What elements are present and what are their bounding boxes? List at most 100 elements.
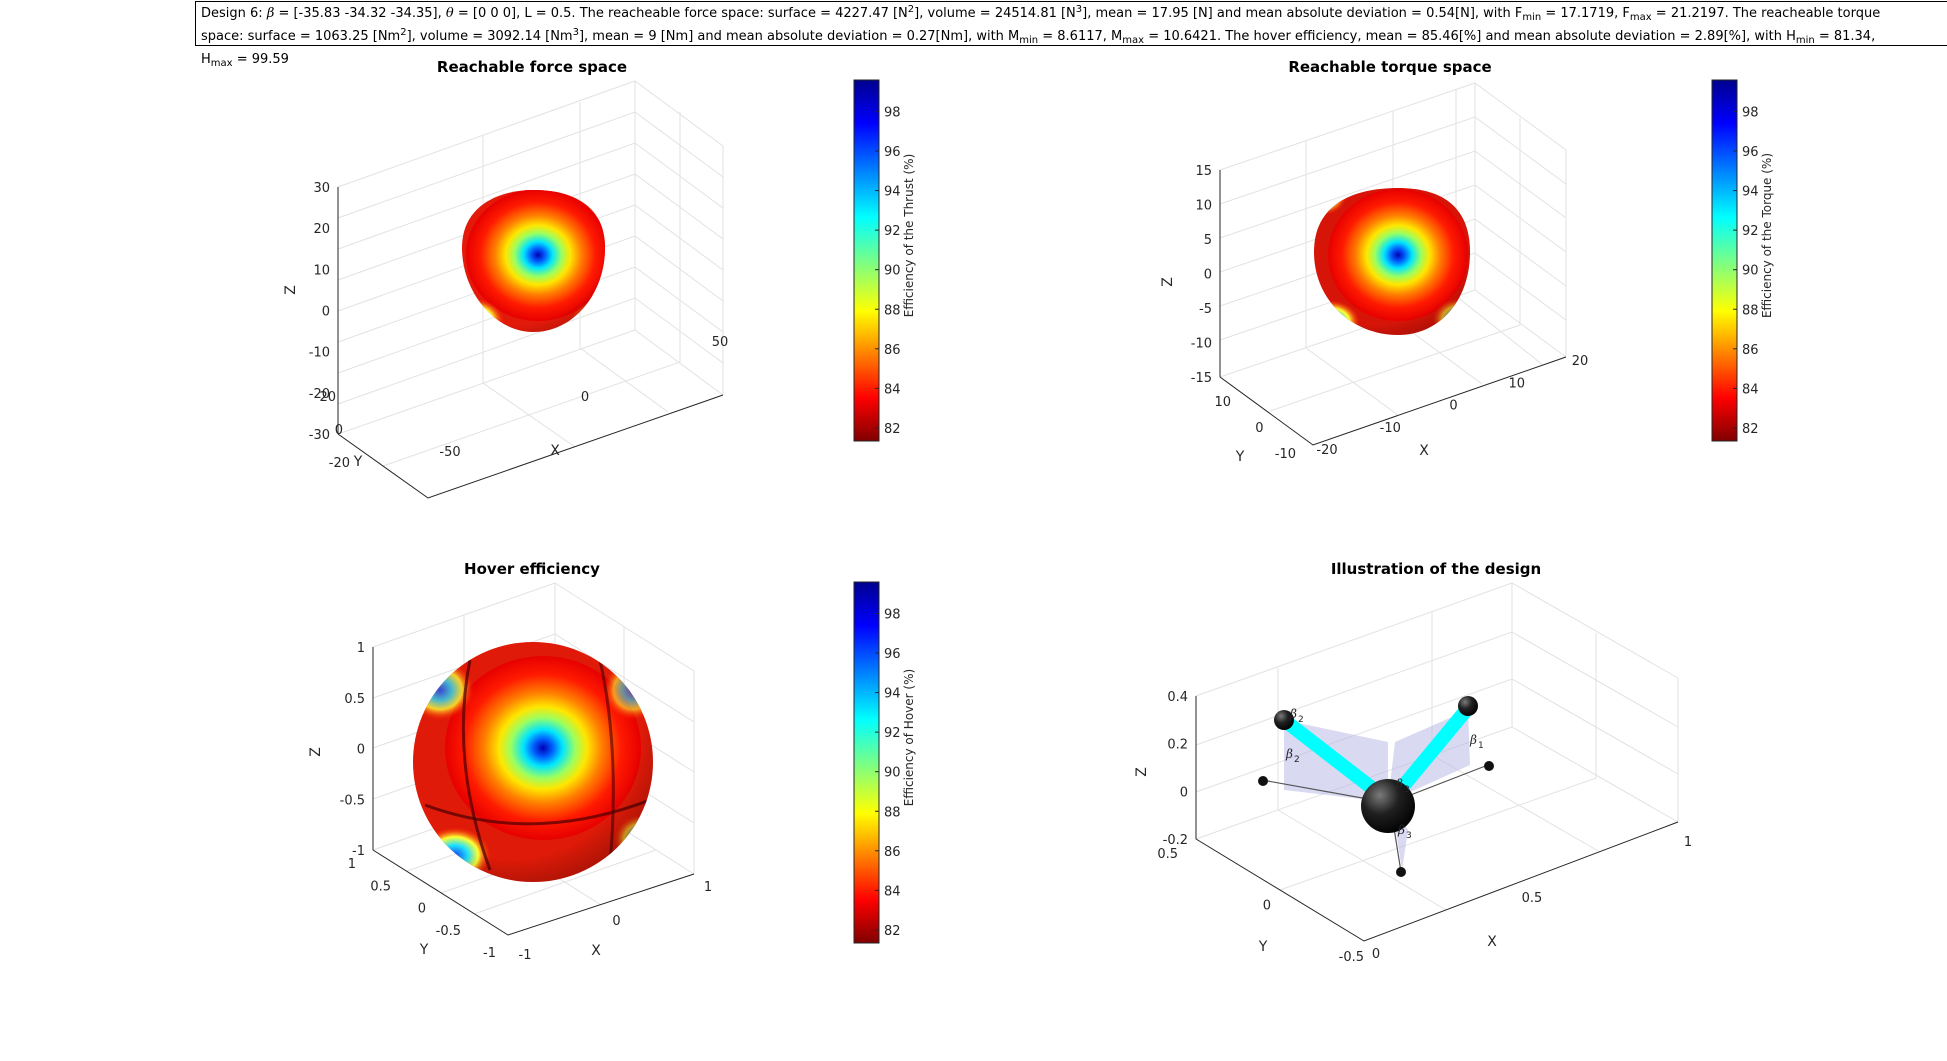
colorbar-tick-label: 86 — [884, 343, 901, 358]
z-tick-label: 0 — [1180, 785, 1188, 800]
hover-sphere — [413, 642, 653, 882]
theta-symbol: θ — [445, 6, 454, 21]
colorbar-tick-label: 98 — [884, 105, 901, 120]
force-surface — [462, 190, 605, 332]
fmax-value: = 21.2197. The reacheable torque — [1651, 6, 1881, 21]
y-tick-label: 0.5 — [370, 879, 391, 894]
torque-axis-lines — [1219, 170, 1567, 446]
colorbar-tick-label: 90 — [1742, 264, 1759, 279]
z-tick-label: -20 — [309, 387, 330, 402]
z-axis-label: Z — [1134, 767, 1150, 777]
frame-end-3 — [1396, 867, 1406, 877]
y-tick-label: 0 — [1263, 899, 1271, 914]
design-axis-lines — [1195, 696, 1679, 942]
x-tick-label: 1 — [1684, 835, 1692, 850]
z-tick-label: 0.5 — [344, 692, 365, 707]
x-tick-label: 50 — [712, 335, 729, 350]
superscript: 2 — [907, 4, 915, 15]
y-axis-label: Y — [419, 942, 429, 958]
colorbar-tick-label: 92 — [1742, 224, 1759, 239]
rotor-ball-1 — [1458, 696, 1478, 716]
x-tick-label: -1 — [519, 948, 532, 963]
y-tick-label: 20 — [319, 390, 336, 405]
beta1-label: β — [1469, 733, 1477, 747]
x-axis-label: X — [1419, 443, 1429, 459]
subscript: max — [210, 58, 233, 69]
frame-end-2 — [1258, 776, 1268, 786]
hover-axis-lines — [372, 647, 695, 936]
subscript: min — [1019, 35, 1039, 46]
colorbars: 82 84 86 88 90 92 94 96 98 Efficiency of the Thru… — [853, 79, 1774, 944]
colorbar-tick-label: 86 — [1742, 343, 1759, 358]
colorbar — [853, 581, 880, 944]
z-axis-label: Z — [1160, 277, 1176, 287]
colorbar-tick-label: 94 — [884, 687, 901, 702]
y-tick-label: 0 — [335, 423, 343, 438]
y-axis-label: Y — [1235, 449, 1245, 465]
z-tick-label: -5 — [1199, 302, 1212, 317]
z-tick-label: -15 — [1191, 371, 1212, 386]
beta3-top-label-sub: 3 — [1404, 785, 1410, 795]
colorbar-tick-label: 92 — [884, 224, 901, 239]
y-tick-label: -0.5 — [436, 924, 461, 939]
beta-value: = [-35.83 -34.32 -34.35], — [274, 6, 442, 21]
mmin-value: = 8.6117, M — [1038, 29, 1123, 44]
beta2-label-sub: 2 — [1294, 755, 1300, 765]
force-axis-lines — [337, 187, 724, 499]
design-label: Design 6: — [201, 6, 263, 21]
z-tick-label: 0.2 — [1167, 738, 1188, 753]
colorbar-tick-label: 94 — [1742, 185, 1759, 200]
colorbar-tick-label: 84 — [884, 884, 901, 899]
y-tick-label: 1 — [348, 857, 356, 872]
z-axis-label: Z — [308, 747, 324, 757]
colorbar-label: Efficiency of the Torque (%) — [1760, 153, 1774, 318]
y-tick-label: -10 — [1275, 447, 1296, 462]
torque-surface — [1314, 188, 1470, 335]
x-tick-label: 10 — [1508, 376, 1525, 391]
z-tick-label: 0 — [322, 305, 330, 320]
beta3-label: β — [1397, 823, 1405, 837]
torque-mean-text: ], mean = 9 [Nm] and mean absolute devia… — [578, 29, 1020, 44]
z-tick-label: 10 — [313, 263, 330, 278]
z-tick-label: 15 — [1195, 164, 1212, 179]
colorbar-label: Efficiency of the Thrust (%) — [902, 154, 916, 318]
subscript: max — [1629, 12, 1652, 23]
subscript: min — [1522, 12, 1542, 23]
y-axis-label: Y — [353, 454, 363, 470]
colorbar-label: Efficiency of Hover (%) — [902, 669, 916, 806]
torque-plot-title: Reachable torque space — [1288, 58, 1492, 76]
x-tick-label: 0 — [581, 390, 589, 405]
colorbar-tick-label: 98 — [884, 607, 901, 622]
hmin-value: = 81.34, — [1814, 29, 1876, 44]
z-tick-label: 0 — [357, 743, 365, 758]
z-tick-label: -10 — [1191, 337, 1212, 352]
rotor-ball-2 — [1274, 710, 1294, 730]
z-tick-label: 1 — [357, 641, 365, 656]
colorbar-tick-label: 82 — [884, 924, 901, 939]
colorbar-tick-label: 84 — [1742, 382, 1759, 397]
header-line-3: Hmax = 99.59 — [201, 52, 289, 69]
subscript: min — [1795, 35, 1815, 46]
colorbar-tick-label: 82 — [1742, 422, 1759, 437]
frame-end-1 — [1484, 761, 1494, 771]
colorbar-tick-label: 94 — [884, 185, 901, 200]
colorbar-tick-label: 90 — [884, 264, 901, 279]
mean-text: ], mean = 17.95 [N] and mean absolute de… — [1082, 6, 1523, 21]
fmin-value: = 17.1719, F — [1541, 6, 1630, 21]
colorbar-tick-label: 86 — [884, 845, 901, 860]
x-tick-label: 0 — [1372, 947, 1380, 962]
colorbar-tick-label: 90 — [884, 766, 901, 781]
hub-sphere — [1361, 779, 1415, 833]
colorbar-tick-label: 88 — [884, 303, 901, 318]
torque-volume-text: ], volume = 3092.14 [Nm — [406, 29, 573, 44]
colorbar-tick-label: 88 — [1742, 303, 1759, 318]
colorbar-tick-label: 84 — [884, 382, 901, 397]
colorbar-tick-label: 88 — [884, 805, 901, 820]
y-axis-label: Y — [1258, 939, 1268, 955]
z-tick-label: 0.4 — [1167, 690, 1188, 705]
z-tick-label: -30 — [309, 428, 330, 443]
x-tick-label: 1 — [704, 880, 712, 895]
hmax-value: = 99.59 — [232, 52, 289, 67]
torque-text: space: surface = 1063.25 [Nm — [201, 29, 401, 44]
